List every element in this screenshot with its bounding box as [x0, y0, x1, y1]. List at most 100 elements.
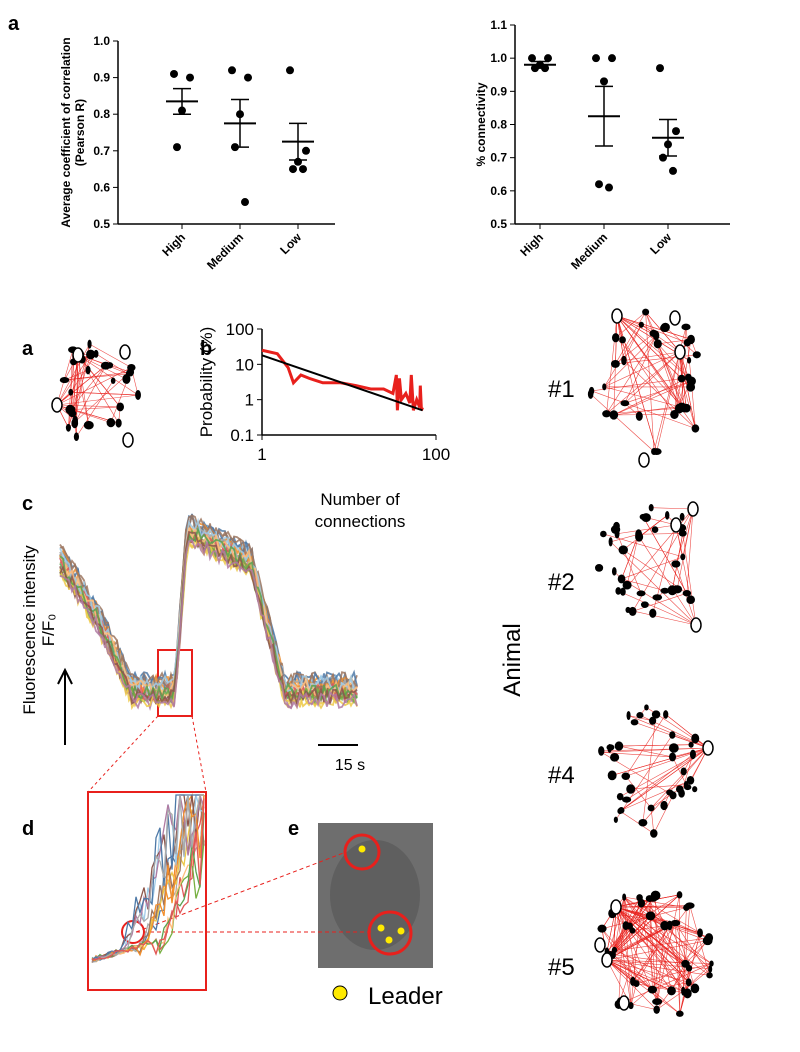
leader-node: [72, 347, 84, 363]
network-edge: [645, 311, 681, 353]
network-edge: [89, 343, 132, 368]
scale-bar-label: 15 s: [335, 757, 365, 774]
network-node: [648, 504, 654, 512]
network-node: [688, 741, 694, 748]
network-node: [697, 928, 703, 938]
leader-node: [122, 432, 134, 448]
network-node: [83, 420, 94, 430]
network-edge: [615, 311, 646, 365]
network-node: [636, 590, 646, 597]
animal-id: #5: [548, 954, 575, 981]
data-point: [600, 77, 608, 86]
leader-node: [669, 310, 681, 326]
data-point: [289, 165, 297, 174]
network-edge: [624, 380, 692, 404]
network-edge: [682, 533, 697, 626]
network-edge: [68, 373, 129, 429]
network-edge: [652, 982, 689, 990]
y-tick-label: 0.5: [93, 217, 110, 231]
network-node: [621, 772, 631, 780]
network-node: [685, 978, 692, 987]
y-tick-label: 0.6: [93, 180, 110, 194]
network-node: [669, 791, 677, 800]
y-tick-label: 100: [226, 320, 254, 339]
leader-node: [119, 344, 131, 360]
y-axis-label: Probability (%): [197, 327, 216, 438]
network-node: [602, 410, 611, 418]
network-node: [668, 743, 679, 753]
network-node: [678, 530, 687, 537]
network-node: [669, 731, 676, 739]
network-edge: [624, 335, 657, 404]
trace: [59, 527, 358, 699]
network-node: [653, 1005, 660, 1014]
network-edge: [638, 533, 683, 535]
leader-node: [601, 952, 613, 968]
network-node: [625, 606, 631, 614]
network-node: [681, 959, 690, 968]
network-node: [608, 537, 613, 547]
network-edge: [56, 404, 121, 408]
network-node: [686, 776, 695, 785]
network-node: [73, 432, 80, 442]
network-node: [636, 894, 643, 902]
network-node: [680, 403, 688, 413]
y-tick-label: 10: [235, 355, 254, 374]
network-node: [680, 553, 686, 561]
network-node: [651, 710, 661, 719]
network-node: [636, 712, 644, 719]
error-bar: [531, 60, 549, 69]
data-point: [592, 54, 600, 63]
network-node: [681, 986, 686, 996]
network-edge: [675, 923, 681, 1014]
network-node: [635, 411, 643, 421]
network-edge: [623, 360, 696, 429]
network-node: [704, 933, 714, 943]
network-node: [616, 792, 624, 801]
network-edge: [74, 365, 106, 424]
network-node: [610, 525, 621, 534]
network-node: [690, 983, 700, 994]
network-node: [588, 386, 595, 396]
network-edge: [606, 351, 681, 414]
leader-node: [618, 995, 630, 1011]
network-edge: [672, 756, 687, 785]
legend-label: Leader: [368, 983, 443, 1010]
y-tick-label: 0.1: [230, 426, 254, 445]
network-node: [629, 927, 636, 934]
panel-letter: c: [22, 493, 33, 515]
network-node: [683, 338, 691, 347]
leader-dot: [397, 927, 405, 935]
leader-node: [690, 617, 702, 633]
zoom-trace: [91, 794, 204, 963]
data-point: [595, 180, 603, 189]
network-edge: [604, 386, 684, 409]
network-edge: [656, 894, 680, 1002]
network-node: [630, 976, 636, 986]
network-node: [622, 921, 630, 930]
leader-node: [702, 740, 714, 756]
network-node: [652, 998, 663, 1006]
animal-id: #4: [548, 762, 575, 789]
network-edge: [622, 508, 694, 592]
network-edge: [636, 983, 688, 994]
network-edge: [615, 906, 658, 1002]
network: [594, 501, 702, 633]
network: [51, 339, 141, 448]
error-bar: [231, 98, 249, 148]
network-node: [68, 410, 77, 418]
network-edge: [621, 780, 691, 811]
network-edge: [619, 810, 654, 834]
data-point: [170, 69, 178, 78]
network-node: [135, 390, 141, 400]
network-node: [665, 511, 670, 520]
zoom-line: [191, 715, 207, 793]
y-tick-label: 1.1: [490, 18, 507, 32]
network-node: [594, 564, 604, 572]
network-node: [660, 920, 670, 931]
network-node: [116, 402, 125, 412]
network-edge: [601, 928, 653, 990]
network-node: [599, 749, 604, 756]
network-node: [650, 890, 661, 901]
